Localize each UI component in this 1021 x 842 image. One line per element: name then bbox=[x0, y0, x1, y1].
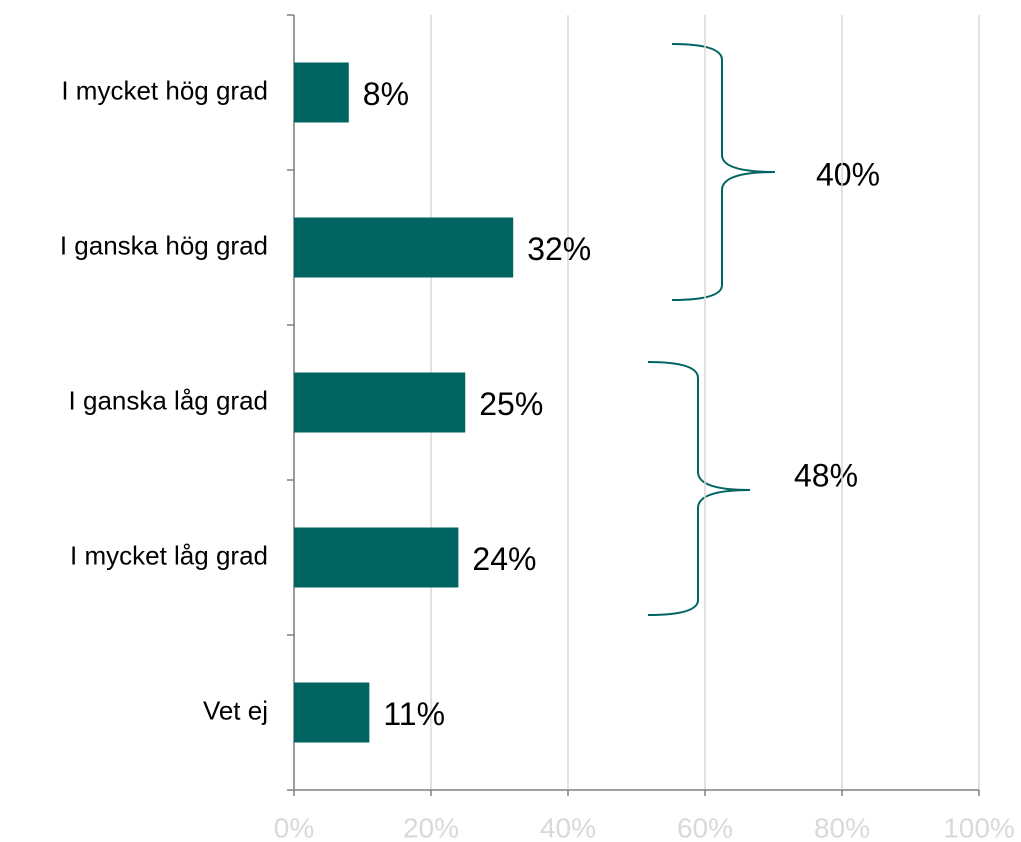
x-tick-label: 80% bbox=[814, 812, 870, 842]
x-tick-label: 100% bbox=[943, 812, 1015, 842]
x-tick-label: 20% bbox=[403, 812, 459, 842]
value-label: 25% bbox=[479, 386, 543, 422]
x-tick-label: 60% bbox=[677, 812, 733, 842]
bar bbox=[294, 372, 466, 433]
brace bbox=[671, 43, 776, 301]
bar bbox=[294, 62, 349, 123]
value-label: 32% bbox=[527, 231, 591, 267]
bar bbox=[294, 527, 459, 588]
bar bbox=[294, 217, 514, 278]
y-tick-label: I mycket låg grad bbox=[70, 540, 268, 570]
value-label: 24% bbox=[472, 541, 536, 577]
value-label: 8% bbox=[363, 76, 409, 112]
brace bbox=[647, 361, 751, 616]
x-tick-label: 0% bbox=[274, 812, 314, 842]
value-label: 11% bbox=[383, 696, 445, 732]
y-tick-label: I mycket hög grad bbox=[61, 75, 268, 105]
annotation: 40% bbox=[816, 156, 880, 192]
annotation: 48% bbox=[794, 457, 858, 493]
y-tick-label: Vet ej bbox=[203, 695, 268, 725]
y-tick-label: I ganska låg grad bbox=[69, 385, 268, 415]
y-tick-label: I ganska hög grad bbox=[60, 230, 268, 260]
bar bbox=[294, 682, 370, 743]
x-tick-label: 40% bbox=[540, 812, 596, 842]
